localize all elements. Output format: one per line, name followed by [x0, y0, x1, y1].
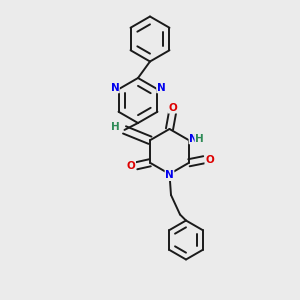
Text: H: H	[195, 134, 204, 144]
Text: H: H	[111, 122, 120, 132]
Text: N: N	[189, 134, 198, 144]
Text: N: N	[165, 170, 174, 181]
Text: O: O	[127, 161, 136, 171]
Text: O: O	[205, 155, 214, 165]
Text: N: N	[110, 83, 119, 93]
Text: O: O	[168, 103, 177, 113]
Text: N: N	[157, 83, 166, 93]
